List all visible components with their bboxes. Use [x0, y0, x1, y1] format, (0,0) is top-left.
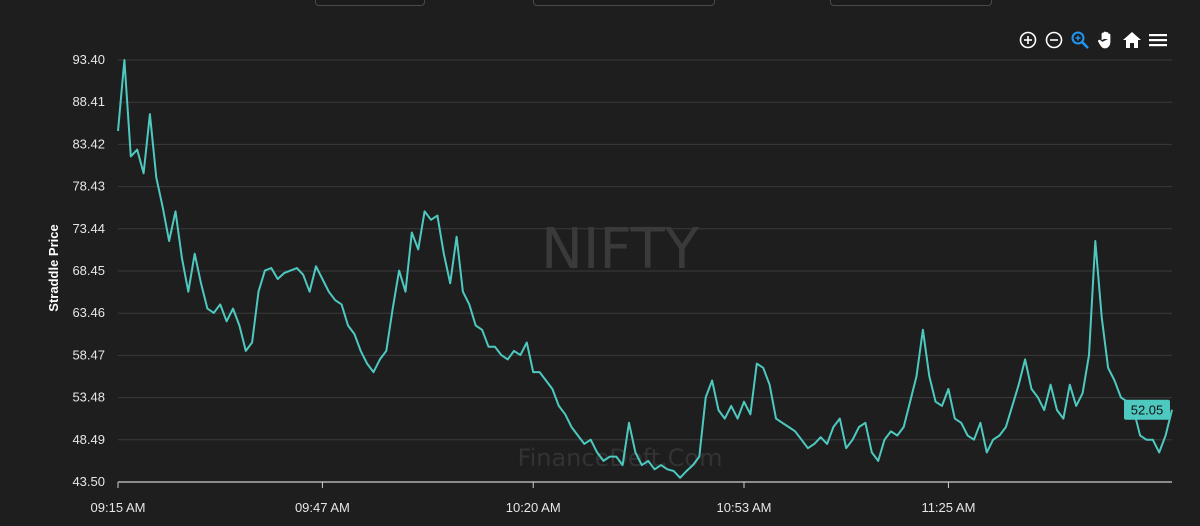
y-tick-label: 73.44 [72, 221, 105, 236]
y-tick-label: 63.46 [72, 305, 105, 320]
y-tick-label: 83.42 [72, 136, 105, 151]
grid [118, 59, 1172, 483]
menu-icon[interactable] [1148, 30, 1168, 50]
x-axis-ticks: 09:15 AM 09:47 AM 10:20 AM 10:53 AM 11:25 AM [91, 482, 975, 515]
y-axis-label: Straddle Price [46, 224, 61, 311]
zoom-in-icon[interactable] [1018, 30, 1038, 50]
y-tick-label: 88.41 [72, 94, 105, 109]
chart-toolbar [1018, 29, 1168, 51]
x-tick-label: 11:25 AM [921, 500, 975, 515]
chart-watermark-secondary: FinanceDeft.Com [518, 444, 723, 472]
y-tick-label: 93.40 [72, 52, 105, 67]
zoom-out-icon[interactable] [1044, 30, 1064, 50]
x-tick-label: 10:20 AM [506, 500, 561, 515]
control-2[interactable] [533, 0, 715, 6]
zoom-select-icon[interactable] [1070, 30, 1090, 50]
y-tick-label: 58.47 [72, 347, 105, 362]
y-tick-label: 43.50 [72, 474, 105, 489]
y-tick-label: 68.45 [72, 263, 105, 278]
y-tick-label: 78.43 [72, 179, 105, 194]
y-tick-label: 53.48 [72, 390, 105, 405]
chart-watermark: NIFTY [541, 217, 700, 282]
pan-hand-icon[interactable] [1096, 30, 1116, 50]
y-axis-ticks: 93.40 88.41 83.42 78.43 73.44 68.45 63.46 58.47… [72, 52, 105, 489]
control-3[interactable] [830, 0, 992, 6]
x-tick-label: 09:15 AM [91, 500, 146, 515]
series-line [117, 59, 1173, 479]
home-icon[interactable] [1122, 30, 1142, 50]
y-tick-label: 48.49 [72, 432, 105, 447]
x-tick-label: 09:47 AM [295, 500, 350, 515]
x-tick-label: 10:53 AM [717, 500, 772, 515]
control-1[interactable] [315, 0, 425, 6]
last-value-badge: 52.05 [1124, 399, 1170, 420]
last-value-label: 52.05 [1131, 403, 1164, 418]
